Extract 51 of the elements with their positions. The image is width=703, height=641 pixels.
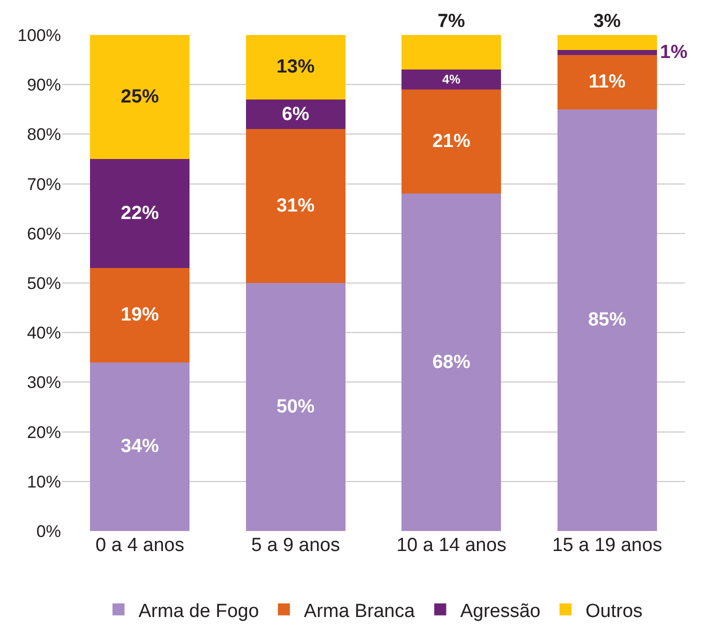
bar [90,362,190,531]
data-label: 1% [660,42,688,63]
data-label: 68% [432,352,470,373]
data-label: 19% [120,304,159,326]
data-label: 50% [276,396,315,418]
bar [557,50,657,55]
y-tick-label: 10% [26,472,61,492]
data-label: 13% [276,56,315,78]
bar [90,159,190,268]
y-tick-label: 0% [36,522,61,541]
y-tick-label: 100% [18,26,61,45]
y-tick-label: 30% [26,373,61,392]
data-label: 22% [120,203,159,224]
y-tick-label: 40% [26,324,61,343]
y-tick-label: 60% [26,224,61,244]
y-tick-label: 90% [26,76,61,95]
bar [402,194,502,531]
data-label: 21% [432,131,470,152]
bar [557,109,657,531]
data-label: 7% [438,11,466,32]
data-label: 6% [282,104,310,125]
bar [246,35,346,100]
data-label: 3% [593,11,621,32]
y-tick-label: 70% [26,174,61,194]
data-label: 85% [588,310,626,331]
data-label: 11% [588,72,626,93]
bar [90,35,190,159]
data-label: 31% [276,196,315,217]
bar [402,35,502,70]
x-tick-label: 10 a 14 anos [396,535,506,556]
y-tick-label: 50% [26,274,61,293]
legend-label: Arma Branca [304,600,416,622]
bar [90,268,190,362]
x-tick-label: 5 a 9 anos [251,535,340,556]
x-tick-label: 15 a 19 anos [552,535,662,556]
legend-label: Outros [585,600,643,622]
data-label: 34% [120,436,159,458]
data-label: 4% [442,72,460,86]
x-tick-label: 0 a 4 anos [96,535,184,556]
bar [246,283,346,531]
bar [557,35,657,50]
bar [246,129,346,283]
legend-label: Arma de Fogo [138,600,259,622]
bar [246,99,346,130]
y-tick-label: 20% [26,422,61,442]
y-tick-label: 80% [26,125,61,144]
bar [402,90,502,194]
bar [557,54,657,110]
bar [402,70,502,90]
data-label: 25% [120,86,159,108]
legend-label: Agressão [460,600,540,622]
